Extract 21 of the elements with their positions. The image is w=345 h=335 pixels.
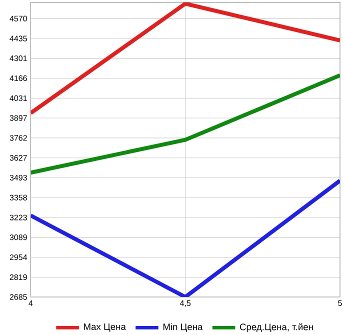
y-tick-label: 4031 xyxy=(10,95,27,102)
legend-label: Min Цена xyxy=(163,323,203,332)
x-tick-label: 5 xyxy=(338,300,342,306)
legend-label: Max Цена xyxy=(84,323,126,332)
y-tick-label: 3897 xyxy=(10,115,27,121)
y-tick-label: 4166 xyxy=(10,75,27,82)
y-tick-label: 2819 xyxy=(10,274,27,280)
y-tick-label: 4570 xyxy=(10,16,27,22)
y-tick-label: 2954 xyxy=(10,254,28,260)
x-tick-label: 4,5 xyxy=(180,300,191,307)
y-tick-label: 3627 xyxy=(10,155,27,161)
y-tick-label: 3089 xyxy=(10,234,27,240)
y-tick-label: 3223 xyxy=(10,214,27,220)
y-tick-label: 3358 xyxy=(10,194,27,200)
y-tick-label: 3493 xyxy=(10,174,27,180)
y-tick-label: 2685 xyxy=(10,294,27,300)
y-tick-label: 3762 xyxy=(10,135,27,141)
y-tick-label: 4301 xyxy=(10,55,27,62)
y-tick-label: 4435 xyxy=(10,36,27,42)
legend-label: Сред.Цена, т.йен xyxy=(240,323,313,332)
x-tick-label: 4 xyxy=(28,300,33,306)
